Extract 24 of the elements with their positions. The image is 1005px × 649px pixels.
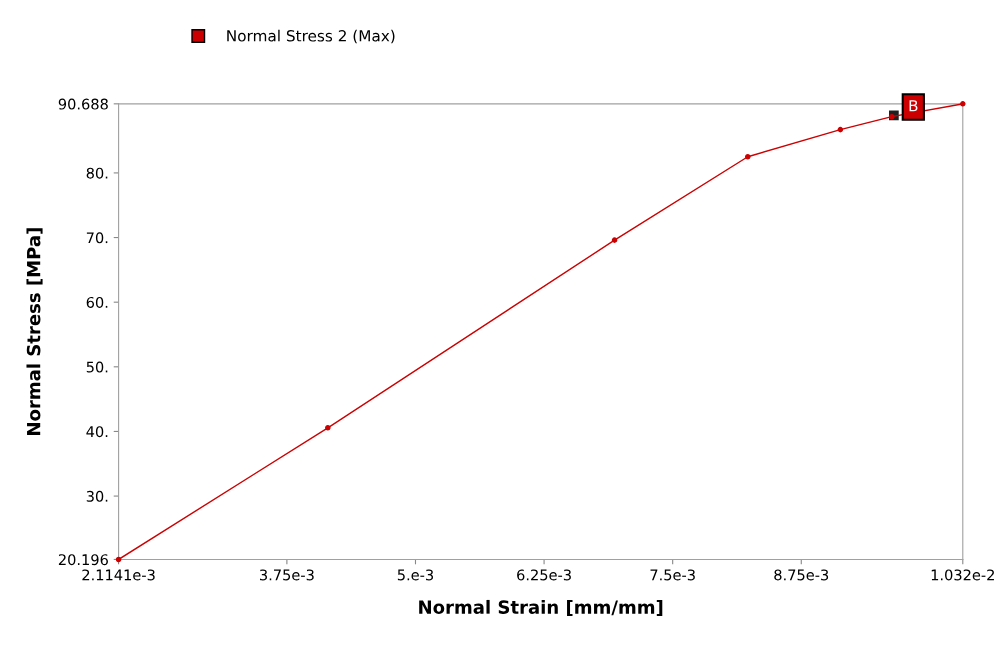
point — [837, 126, 844, 133]
x-tick-label: 2.1141e-3 — [82, 569, 155, 581]
legend-label: Normal Stress 2 (Max) — [227, 29, 395, 44]
point — [960, 101, 966, 107]
y-tick-label: 60. — [86, 296, 108, 308]
x-tick-label: 5.e-3 — [397, 569, 434, 581]
point — [611, 237, 618, 243]
x-tick-label: 3.75e-3 — [260, 569, 314, 581]
x-tick-label: 6.25e-3 — [517, 569, 571, 581]
y-tick-label: 90.688 — [58, 98, 108, 110]
x-axis-title: Normal Strain [mm/mm] — [419, 599, 663, 617]
y-tick-label: 80. — [86, 167, 108, 179]
y-tick-label: 70. — [86, 232, 108, 244]
y-tick-label: 30. — [86, 490, 108, 502]
x-tick-label: 8.75e-3 — [774, 569, 829, 581]
y-tick-label: 50. — [86, 361, 108, 373]
y-tick-label: 40. — [86, 426, 108, 438]
y-tick-label: 20.196 — [58, 554, 108, 566]
y-axis-title: Normal Stress [MPa] — [26, 228, 43, 435]
x-tick-label: 1.032e-2 — [931, 569, 994, 581]
x-tick-label: 7.5e-3 — [650, 569, 695, 581]
point — [325, 425, 331, 431]
annotation: B — [909, 100, 918, 112]
point — [744, 153, 751, 160]
